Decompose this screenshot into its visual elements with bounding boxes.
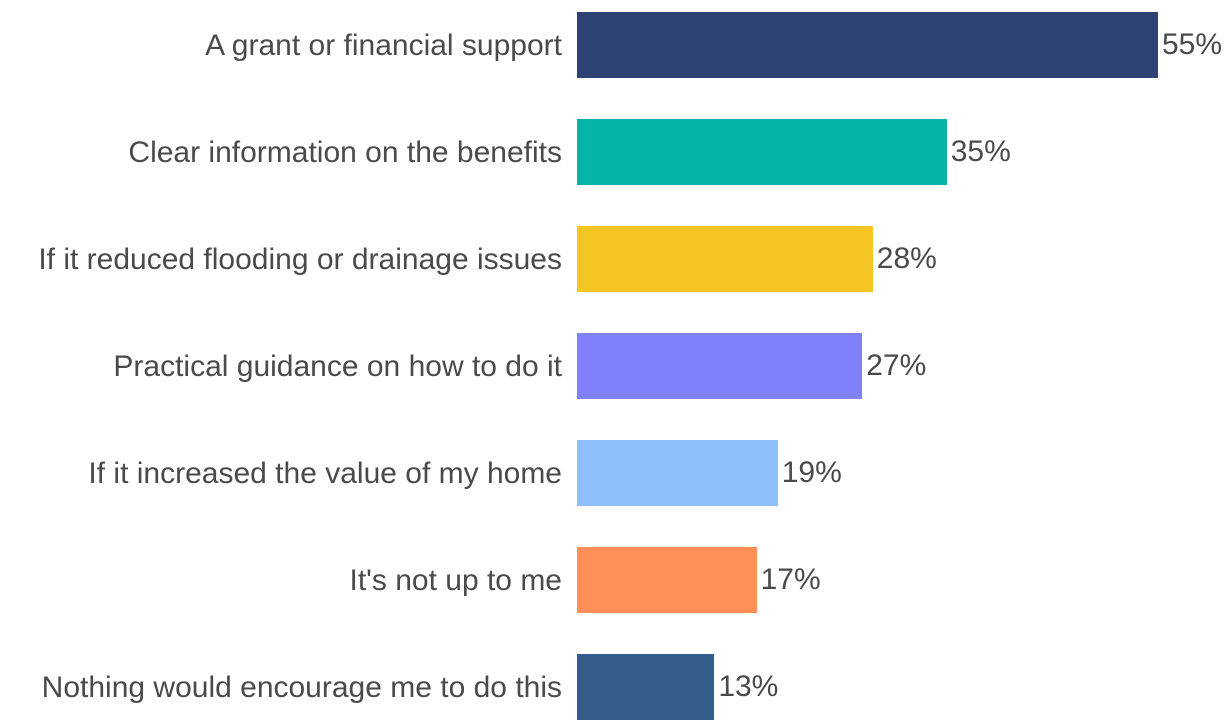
value-label: 13% bbox=[718, 670, 779, 703]
bar bbox=[577, 547, 757, 613]
category-label: Practical guidance on how to do it bbox=[8, 313, 562, 420]
category-text: A grant or financial support bbox=[205, 28, 562, 62]
category-label: Clear information on the benefits bbox=[8, 99, 562, 206]
bar bbox=[577, 654, 715, 720]
category-text: If it increased the value of my home bbox=[88, 456, 562, 490]
category-label: A grant or financial support bbox=[8, 0, 562, 99]
bar bbox=[577, 226, 873, 292]
category-label: If it reduced flooding or drainage issue… bbox=[8, 206, 562, 313]
value-label: 28% bbox=[876, 242, 937, 275]
category-label: Nothing would encourage me to do this bbox=[8, 634, 562, 720]
category-text: It's not up to me bbox=[349, 563, 562, 597]
category-text: Clear information on the benefits bbox=[128, 135, 562, 169]
value-label: 35% bbox=[950, 135, 1011, 168]
category-text: Practical guidance on how to do it bbox=[113, 349, 562, 383]
bar bbox=[577, 440, 778, 506]
value-label: 27% bbox=[866, 349, 927, 382]
category-text: If it reduced flooding or drainage issue… bbox=[38, 242, 562, 276]
category-label: It's not up to me bbox=[8, 527, 562, 634]
value-label: 55% bbox=[1162, 28, 1223, 61]
bar bbox=[577, 12, 1158, 78]
bar bbox=[577, 119, 947, 185]
bar bbox=[577, 333, 863, 399]
category-label: If it increased the value of my home bbox=[8, 420, 562, 527]
category-text: Nothing would encourage me to do this bbox=[41, 670, 562, 704]
value-label: 19% bbox=[781, 456, 842, 489]
value-label: 17% bbox=[760, 563, 821, 596]
